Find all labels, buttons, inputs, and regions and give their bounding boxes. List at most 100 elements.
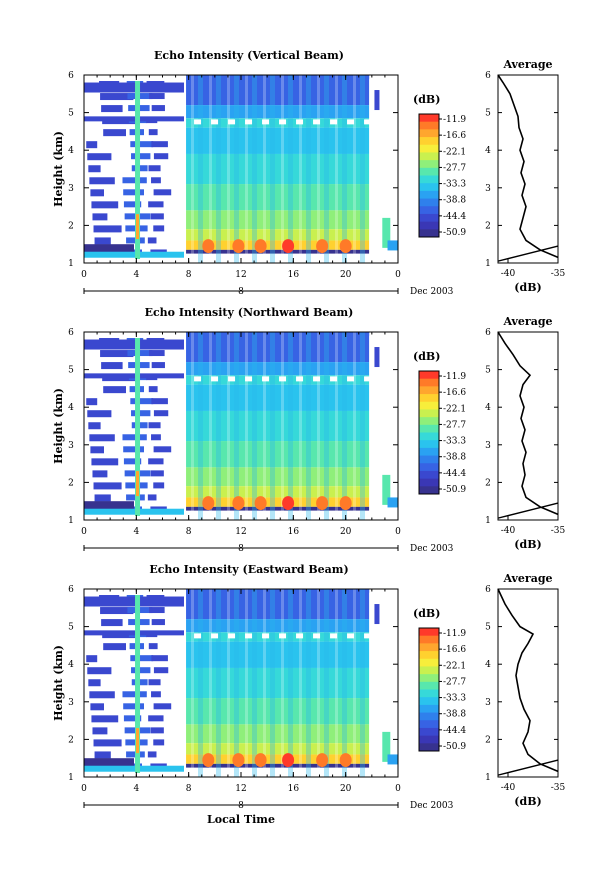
echo-cell [148,422,161,429]
data-gap [364,633,372,639]
colorbar-tick-label: -22.1 [443,661,466,671]
colorbar-swatch [419,129,439,138]
y-tick-label: 2 [68,735,74,745]
x-tick-label: 8 [186,270,192,280]
echo-cell [148,165,161,172]
echo-cell [87,153,112,161]
echo-cell [94,494,111,502]
profile-x-label: (dB) [514,795,541,808]
colorbar-swatch [419,152,439,161]
echo-cell [90,703,104,711]
colorbar-swatch [419,417,439,426]
data-gap [364,376,372,382]
month-year-label: Dec 2003 [410,801,454,811]
x-tick-label: 4 [133,784,139,794]
hot-spot [202,239,215,254]
echo-cell [153,153,169,160]
colorbar-tick-label: -16.6 [443,645,466,655]
y-tick-label: 3 [68,698,74,708]
profile-frame [497,74,559,264]
data-gap [347,119,355,125]
data-gap [211,119,219,125]
data-gap [245,376,253,382]
hot-spot [232,496,245,511]
echo-cell [93,482,122,490]
echo-cell [151,177,161,184]
echo-cell [122,177,147,184]
echo-cell [88,422,101,430]
data-gap [262,119,270,125]
echo-cell [101,619,123,627]
colorbar-swatch [419,378,439,387]
y-tick-label: 2 [68,478,74,488]
profile-y-tick-label: 6 [485,328,491,338]
colorbar-tick-label: -33.3 [443,437,466,447]
data-gap [330,633,338,639]
echo-cell [150,470,164,477]
colorbar-swatch [419,213,439,223]
colorbar-swatch [419,137,439,146]
echo-cell [103,129,126,137]
hot-spot [282,753,295,768]
profile-y-tick-label: 3 [485,184,491,194]
profile-y-tick-label: 5 [485,366,491,376]
month-year-label: Dec 2003 [410,544,454,554]
y-tick-label: 5 [68,623,74,633]
x-tick-label: 16 [288,784,300,794]
colorbar-unit: (dB) [413,93,440,106]
colorbar-swatch [419,455,439,464]
echo-cell [148,679,161,686]
data-gap [330,119,338,125]
x-tick-label: 12 [235,784,246,794]
colorbar: (dB)-11.9 -16.6 -22.1 -27.7 -33.3 -38.8 -44.4 -… [413,93,466,238]
echo-cell [153,703,172,710]
profile-line [497,74,559,259]
y-tick-label: 6 [68,328,74,338]
profile-y-tick-label: 6 [485,585,491,595]
echo-cell [148,386,158,393]
y-tick-label: 5 [68,366,74,376]
average-profile: Average 1 2 3 4 5 6 -40 -35 (dB) [485,572,565,808]
echo-cell [100,93,134,101]
echo-cell [151,105,165,112]
data-gap [228,633,236,639]
colorbar-swatch [419,643,439,652]
data-gap [296,119,304,125]
echo-cell [101,362,123,370]
colorbar-swatch [419,704,439,714]
echo-cell [87,667,112,675]
hot-spot [316,239,329,254]
colorbar-frame [418,370,440,495]
colorbar-swatch [419,681,439,690]
echo-cell [93,739,122,747]
colorbar-tick-label: -33.3 [443,694,466,704]
y-tick-label: 1 [68,516,74,526]
echo-cell [148,129,158,136]
data-gap [279,119,287,125]
echo-cell [123,189,144,196]
echo-cell [151,434,161,441]
echo-cell [94,237,111,245]
echo-cell [130,398,154,405]
echo-cell [94,751,111,759]
colorbar-swatch [419,394,439,403]
profile-y-tick-label: 4 [485,660,491,670]
y-axis-label: Height (km) [52,388,65,464]
profile-title: Average [502,572,552,585]
data-gap [194,633,202,639]
colorbar-swatch [419,666,439,675]
echo-cell [91,715,119,723]
echo-streak [135,81,141,259]
colorbar-swatch [419,651,439,660]
panel-title: Echo Intensity (Vertical Beam) [154,49,344,62]
data-gap [347,633,355,639]
echo-cell [122,434,147,441]
profile-frame [497,331,559,521]
data-gap [262,376,270,382]
profile-x-tick-label: -40 [501,526,516,536]
echo-cell [147,494,157,501]
colorbar-tick-label: -16.6 [443,131,466,141]
heatmap [84,75,398,263]
echo-cell [149,93,165,100]
